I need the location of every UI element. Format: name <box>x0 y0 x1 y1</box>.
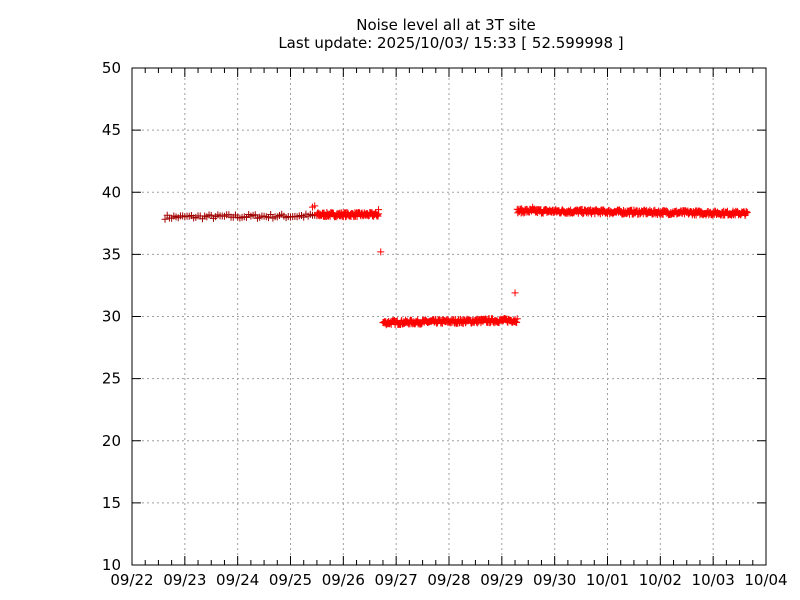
x-tick-label: 09/26 <box>322 571 365 589</box>
y-tick-label: 30 <box>102 308 121 326</box>
data-point <box>311 202 319 210</box>
x-tick-label: 09/23 <box>163 571 206 589</box>
x-tick-label: 10/03 <box>692 571 735 589</box>
y-tick-label: 20 <box>102 432 121 450</box>
x-tick-label: 09/27 <box>375 571 418 589</box>
x-axis-ticks: 09/22 09/23 09/24 09/25 09/26 09/27 09/28 09/29… <box>110 68 788 589</box>
x-tick-label: 09/29 <box>480 571 523 589</box>
x-tick-label: 10/01 <box>586 571 629 589</box>
x-tick-label: 09/28 <box>427 571 470 589</box>
data-point <box>375 206 383 214</box>
data-point <box>529 203 537 211</box>
x-tick-label: 09/25 <box>269 571 312 589</box>
y-tick-label: 45 <box>102 121 121 139</box>
y-tick-label: 40 <box>102 183 121 201</box>
data-points <box>161 202 751 329</box>
data-point <box>377 248 385 256</box>
y-tick-label: 15 <box>102 494 121 512</box>
y-tick-label: 35 <box>102 245 121 263</box>
data-point <box>742 207 750 215</box>
data-point <box>743 208 751 216</box>
x-tick-label: 09/22 <box>110 571 153 589</box>
chart-title: Noise level all at 3T site <box>356 16 536 34</box>
y-tick-label: 25 <box>102 370 121 388</box>
y-tick-label: 50 <box>102 59 121 77</box>
data-point <box>513 318 521 326</box>
chart-subtitle: Last update: 2025/10/03/ 15:33 [ 52.5999… <box>278 34 623 52</box>
x-tick-label: 09/30 <box>533 571 576 589</box>
y-tick-label: 10 <box>102 556 121 574</box>
x-tick-label: 10/02 <box>639 571 682 589</box>
data-point <box>373 211 381 219</box>
y-axis-ticks: 10 15 20 25 30 35 40 45 50 <box>102 59 766 574</box>
data-point <box>513 315 521 323</box>
data-point <box>161 215 169 223</box>
data-point <box>251 211 259 219</box>
x-tick-label: 09/24 <box>216 571 259 589</box>
plot-frame <box>131 67 767 566</box>
data-point <box>511 289 519 297</box>
data-point <box>267 210 275 218</box>
grid <box>132 68 766 565</box>
x-tick-label: 10/04 <box>744 571 787 589</box>
